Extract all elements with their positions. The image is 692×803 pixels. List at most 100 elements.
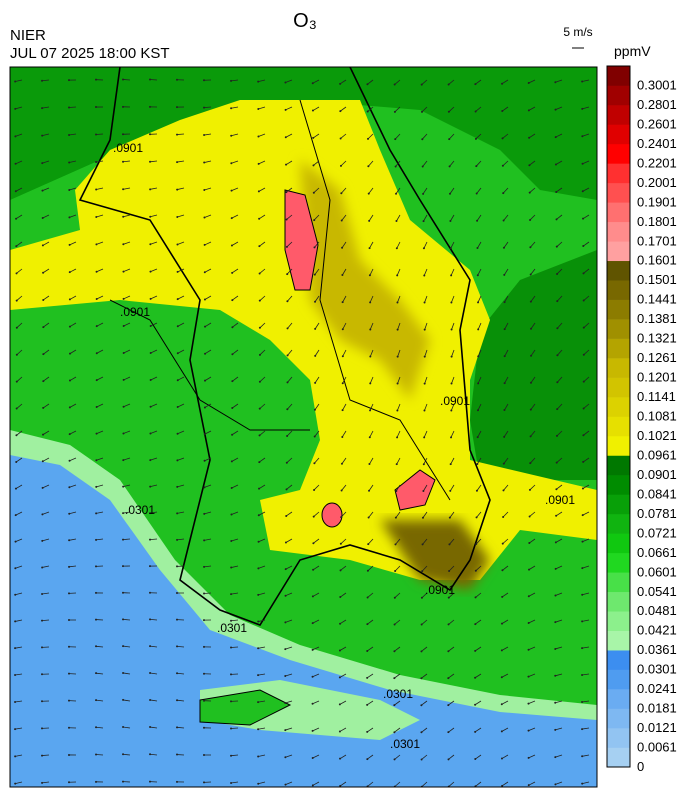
- wind-arrow-head: [257, 594, 259, 596]
- wind-arrow-head: [284, 648, 286, 650]
- wind-arrow-head: [556, 300, 558, 302]
- wind-arrow-head: [450, 463, 452, 465]
- wind-arrow-head: [122, 672, 124, 674]
- wind-arrow-head: [367, 543, 369, 545]
- colorbar-segment: [607, 241, 630, 261]
- wind-arrow-head: [41, 135, 43, 137]
- wind-arrow-head: [339, 730, 341, 732]
- wind-arrow-head: [16, 381, 18, 383]
- wind-arrow-head: [476, 463, 478, 465]
- wind-arrow-head: [122, 133, 124, 135]
- wind-arrow-head: [504, 328, 506, 330]
- wind-arrow-head: [448, 111, 450, 113]
- wind-arrow-head: [312, 649, 314, 651]
- wind-arrow-head: [177, 271, 179, 273]
- wind-arrow-head: [16, 300, 18, 302]
- colorbar-segment: [607, 689, 630, 709]
- wind-arrow-head: [149, 459, 151, 461]
- wind-arrow-head: [15, 434, 17, 436]
- wind-arrow-head: [423, 247, 425, 249]
- wind-arrow-head: [421, 570, 423, 572]
- wind-arrow-head: [581, 135, 583, 137]
- colorbar-segment: [607, 124, 630, 144]
- wind-arrow-head: [68, 646, 70, 648]
- wind-arrow-head: [42, 272, 44, 274]
- colorbar-segment: [607, 163, 630, 183]
- wind-arrow-head: [259, 327, 261, 329]
- wind-arrow-head: [149, 432, 151, 434]
- wind-arrow-head: [284, 81, 286, 83]
- wind-arrow-head: [423, 463, 425, 465]
- wind-arrow-head: [176, 134, 178, 136]
- wind-arrow-head: [369, 301, 371, 303]
- wind-arrow-head: [529, 246, 531, 248]
- wind-arrow-head: [176, 565, 178, 567]
- wind-arrow-head: [286, 273, 288, 275]
- wind-arrow-head: [448, 758, 450, 760]
- wind-arrow-head: [230, 162, 232, 164]
- wind-arrow-head: [257, 81, 259, 83]
- wind-arrow-head: [450, 409, 452, 411]
- wind-arrow-head: [203, 162, 205, 164]
- colorbar-segment: [607, 202, 630, 222]
- wind-arrow-head: [284, 675, 286, 677]
- wind-arrow-head: [95, 539, 97, 541]
- wind-arrow-head: [203, 107, 205, 109]
- colorbar-label: 0.2201: [637, 155, 677, 170]
- wind-arrow-head: [176, 726, 178, 728]
- colorbar-label: 0.1441: [637, 292, 677, 307]
- wind-arrow-head: [231, 407, 233, 409]
- wind-arrow-head: [474, 650, 476, 652]
- wind-arrow-head: [14, 567, 16, 569]
- wind-arrow-head: [313, 516, 315, 518]
- wind-arrow-head: [176, 699, 178, 701]
- wind-arrow-head: [554, 675, 556, 677]
- wind-arrow-head: [96, 433, 98, 435]
- wind-arrow-head: [68, 539, 70, 541]
- wind-arrow-head: [176, 79, 178, 81]
- wind-arrow-head: [369, 382, 371, 384]
- wind-arrow-head: [122, 161, 124, 163]
- wind-arrow-head: [314, 355, 316, 357]
- wind-arrow-head: [339, 596, 341, 598]
- wind-arrow-head: [149, 672, 151, 674]
- wind-arrow-head: [68, 566, 70, 568]
- wind-arrow-head: [394, 138, 396, 140]
- wind-arrow-head: [230, 540, 232, 542]
- wind-arrow-head: [556, 273, 558, 275]
- wind-arrow-head: [394, 758, 396, 760]
- contour-label: .0901: [113, 141, 143, 155]
- wind-arrow-head: [528, 82, 530, 84]
- wind-arrow-head: [14, 647, 16, 649]
- wind-arrow-head: [448, 570, 450, 572]
- wind-arrow-head: [528, 569, 530, 571]
- wind-arrow-head: [394, 84, 396, 86]
- wind-arrow-head: [503, 247, 505, 249]
- wind-arrow-head: [203, 781, 205, 783]
- wind-arrow-head: [448, 138, 450, 140]
- wind-arrow-head: [475, 165, 477, 167]
- wind-arrow-head: [312, 622, 314, 624]
- wind-arrow-head: [204, 244, 206, 246]
- wind-arrow-head: [42, 434, 44, 436]
- colorbar-segment: [607, 66, 630, 86]
- wind-arrow-head: [149, 161, 151, 163]
- wind-arrow-head: [68, 216, 70, 218]
- wind-arrow-head: [501, 83, 503, 85]
- wind-arrow-head: [583, 354, 585, 356]
- wind-arrow-head: [528, 595, 530, 597]
- wind-arrow-head: [451, 356, 453, 358]
- wind-arrow-head: [555, 488, 557, 490]
- wind-arrow-head: [395, 165, 397, 167]
- wind-arrow-head: [42, 244, 44, 246]
- wind-arrow-head: [554, 756, 556, 758]
- wind-arrow-head: [230, 107, 232, 109]
- wind-arrow-head: [41, 162, 43, 164]
- wind-arrow-head: [582, 514, 584, 516]
- wind-arrow-head: [393, 704, 395, 706]
- colorbar-label: 0.0601: [637, 564, 677, 579]
- wind-arrow-head: [477, 274, 479, 276]
- wind-arrow-head: [369, 436, 371, 438]
- wind-arrow-head: [556, 462, 558, 464]
- wind-arrow-head: [366, 623, 368, 625]
